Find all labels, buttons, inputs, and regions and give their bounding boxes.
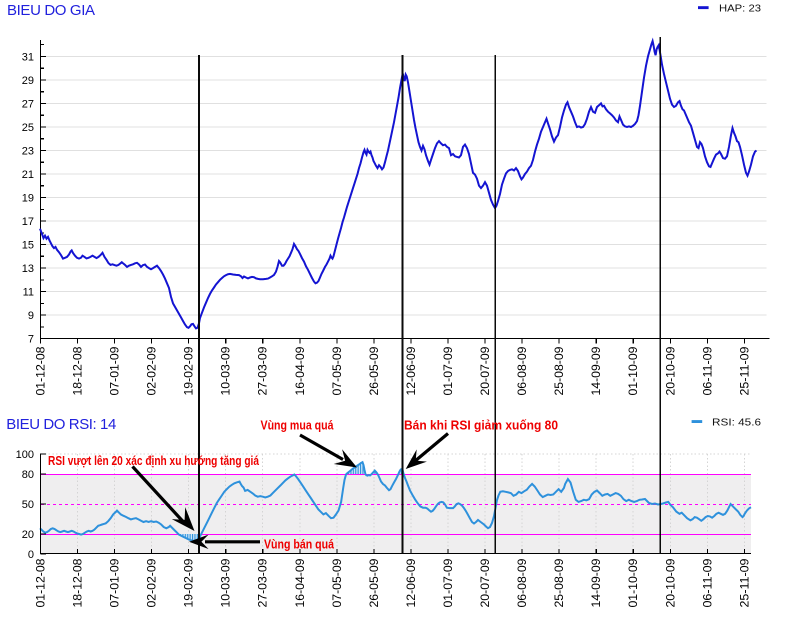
svg-text:Vùng bán quá: Vùng bán quá xyxy=(264,538,334,552)
svg-text:15: 15 xyxy=(22,239,34,251)
svg-text:19: 19 xyxy=(22,192,34,204)
svg-text:20-10-09: 20-10-09 xyxy=(663,346,677,395)
svg-text:21: 21 xyxy=(22,169,34,181)
svg-text:07-01-09: 07-01-09 xyxy=(108,346,122,395)
svg-text:BIEU DO RSI: 14: BIEU DO RSI: 14 xyxy=(6,416,116,433)
svg-text:27-03-09: 27-03-09 xyxy=(256,346,270,395)
svg-text:25-11-09: 25-11-09 xyxy=(737,346,751,395)
svg-text:27: 27 xyxy=(22,98,34,110)
svg-text:80: 80 xyxy=(22,469,34,481)
svg-text:06-08-09: 06-08-09 xyxy=(515,558,529,607)
svg-text:Bán khi RSI giảm xuống 80: Bán khi RSI giảm xuống 80 xyxy=(404,418,558,432)
svg-text:23: 23 xyxy=(22,145,34,157)
svg-text:06-08-09: 06-08-09 xyxy=(515,346,529,395)
svg-text:01-12-08: 01-12-08 xyxy=(33,558,47,607)
svg-text:HAP: 23: HAP: 23 xyxy=(719,2,761,14)
svg-text:100: 100 xyxy=(16,449,34,461)
svg-text:26-05-09: 26-05-09 xyxy=(367,558,381,607)
svg-text:20-10-09: 20-10-09 xyxy=(663,558,677,607)
svg-text:02-02-09: 02-02-09 xyxy=(145,558,159,607)
svg-text:12-06-09: 12-06-09 xyxy=(404,346,418,395)
svg-text:07-01-09: 07-01-09 xyxy=(108,558,122,607)
svg-text:RSI vượt lên 20 xác định xu hư: RSI vượt lên 20 xác định xu hướng tăng g… xyxy=(48,454,259,468)
svg-text:10-03-09: 10-03-09 xyxy=(219,346,233,395)
svg-text:10-03-09: 10-03-09 xyxy=(219,558,233,607)
svg-text:25-11-09: 25-11-09 xyxy=(737,558,751,607)
svg-text:27-03-09: 27-03-09 xyxy=(256,558,270,607)
svg-text:14-09-09: 14-09-09 xyxy=(589,558,603,607)
svg-text:01-12-08: 01-12-08 xyxy=(33,346,47,395)
svg-text:06-11-09: 06-11-09 xyxy=(700,558,714,607)
svg-text:31: 31 xyxy=(22,51,34,63)
svg-text:18-12-08: 18-12-08 xyxy=(71,346,85,395)
svg-text:50: 50 xyxy=(22,499,34,511)
svg-text:25-08-09: 25-08-09 xyxy=(552,558,566,607)
svg-text:13: 13 xyxy=(22,263,34,275)
svg-text:BIEU DO GIA: BIEU DO GIA xyxy=(7,2,95,19)
svg-text:25: 25 xyxy=(22,122,34,134)
svg-text:0: 0 xyxy=(28,549,34,561)
svg-text:18-12-08: 18-12-08 xyxy=(71,558,85,607)
svg-text:01-07-09: 01-07-09 xyxy=(441,346,455,395)
svg-text:7: 7 xyxy=(28,334,34,346)
svg-text:19-02-09: 19-02-09 xyxy=(182,558,196,607)
svg-text:07-05-09: 07-05-09 xyxy=(330,346,344,395)
svg-text:14-09-09: 14-09-09 xyxy=(589,346,603,395)
svg-text:16-04-09: 16-04-09 xyxy=(293,558,307,607)
svg-text:25-08-09: 25-08-09 xyxy=(552,346,566,395)
svg-text:11: 11 xyxy=(23,287,34,299)
svg-text:26-05-09: 26-05-09 xyxy=(367,346,381,395)
svg-text:01-10-09: 01-10-09 xyxy=(626,558,640,607)
svg-text:01-07-09: 01-07-09 xyxy=(441,558,455,607)
svg-text:RSI: 45.6: RSI: 45.6 xyxy=(712,416,761,428)
svg-text:29: 29 xyxy=(22,75,34,87)
svg-text:12-06-09: 12-06-09 xyxy=(404,558,418,607)
svg-text:06-11-09: 06-11-09 xyxy=(700,346,714,395)
svg-text:19-02-09: 19-02-09 xyxy=(182,346,196,395)
svg-text:20-07-09: 20-07-09 xyxy=(478,346,492,395)
svg-text:20-07-09: 20-07-09 xyxy=(478,558,492,607)
svg-text:01-10-09: 01-10-09 xyxy=(626,346,640,395)
svg-text:9: 9 xyxy=(28,310,34,322)
svg-text:20: 20 xyxy=(22,529,34,541)
svg-text:02-02-09: 02-02-09 xyxy=(145,346,159,395)
svg-text:16-04-09: 16-04-09 xyxy=(293,346,307,395)
svg-text:17: 17 xyxy=(22,216,34,228)
svg-text:07-05-09: 07-05-09 xyxy=(330,558,344,607)
svg-text:Vùng mua quá: Vùng mua quá xyxy=(261,418,334,432)
